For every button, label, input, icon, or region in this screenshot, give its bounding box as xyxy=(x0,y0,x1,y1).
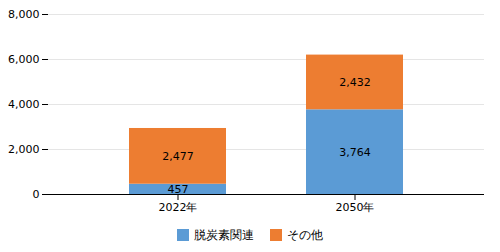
svg-text:6,000: 6,000 xyxy=(8,53,40,66)
svg-text:0: 0 xyxy=(33,188,40,201)
html-text:その他: その他 xyxy=(287,227,323,242)
svg-text:2,477: 2,477 xyxy=(162,150,194,163)
svg-text:4,000: 4,000 xyxy=(8,98,40,111)
svg-text:3,764: 3,764 xyxy=(339,146,371,159)
svg-text:457: 457 xyxy=(168,183,189,196)
svg-text:2,000: 2,000 xyxy=(8,143,40,156)
html-text:脱炭素関連: 脱炭素関連 xyxy=(194,227,254,242)
svg-text:2022年: 2022年 xyxy=(159,201,198,214)
svg-text:8,000: 8,000 xyxy=(8,8,40,21)
svg-text:2050年: 2050年 xyxy=(336,201,375,214)
svg-text:2,432: 2,432 xyxy=(339,76,371,89)
